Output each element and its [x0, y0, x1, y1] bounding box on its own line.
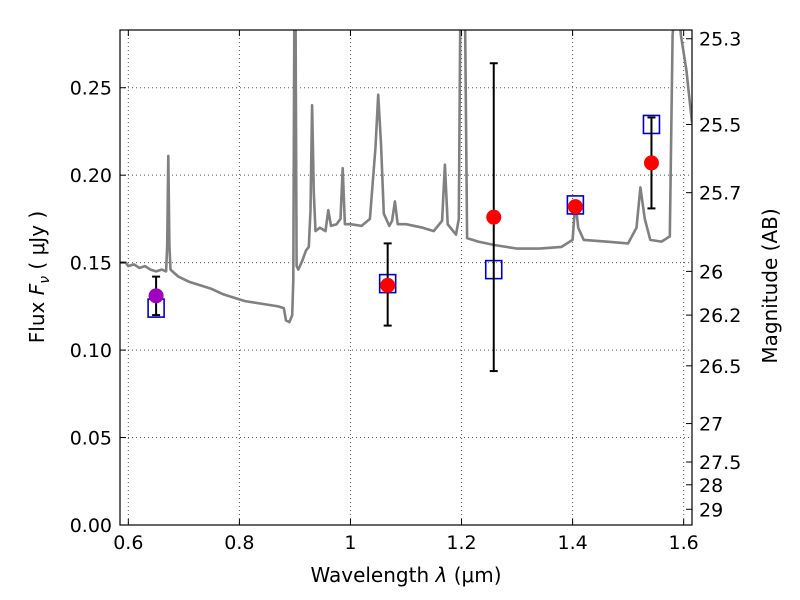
y-axis-title: Flux Fν ( μJy ): [25, 211, 53, 343]
y2-tick-label: 25.5: [699, 114, 741, 136]
axis-ticks: 0.6 0.8 1 1.2 1.4 1.6 0.00 0.05 0.10 0.15 0.20 0.25…: [70, 29, 742, 554]
y2-tick-label: 27: [699, 414, 723, 436]
spectrum-line: [120, 30, 692, 324]
plot-frame: [119, 29, 693, 526]
observed-photometry-point: [567, 199, 583, 215]
photometry-points: [147, 62, 661, 373]
y2-tick-label: 26.5: [699, 356, 741, 378]
observed-photometry-point: [643, 155, 659, 171]
x-tick-label: 0.6: [113, 532, 143, 554]
x-tick-label: 1.4: [557, 532, 587, 554]
y2-tick-label: 26.2: [699, 305, 741, 327]
y2-tick-label: 27.5: [699, 452, 741, 474]
y2-tick-label: 29: [699, 499, 723, 521]
x-tick-label: 1.6: [669, 532, 699, 554]
x-tick-label: 0.8: [224, 532, 254, 554]
observed-photometry-point: [380, 277, 396, 293]
grid-lines: [120, 30, 692, 526]
x-tick-label: 1: [344, 532, 356, 554]
y-tick-label: 0.25: [70, 78, 112, 100]
y2-axis-title: Magnitude (AB): [758, 208, 782, 363]
x-axis-title: Wavelength λ (μm): [310, 563, 501, 587]
y-tick-label: 0.00: [70, 515, 112, 537]
y2-tick-label: 25.7: [699, 183, 741, 205]
x-tick-label: 1.2: [446, 532, 476, 554]
y-tick-label: 0.20: [70, 165, 112, 187]
observed-photometry-point: [148, 288, 164, 304]
observed-photometry-point: [486, 209, 502, 225]
y2-tick-label: 26: [699, 261, 723, 283]
model-spectrum-series: [120, 30, 692, 324]
y2-tick-label: 28: [699, 475, 723, 497]
y-tick-label: 0.10: [70, 340, 112, 362]
y-tick-label: 0.15: [70, 253, 112, 275]
y2-tick-label: 25.3: [699, 29, 741, 51]
y-tick-label: 0.05: [70, 428, 112, 450]
